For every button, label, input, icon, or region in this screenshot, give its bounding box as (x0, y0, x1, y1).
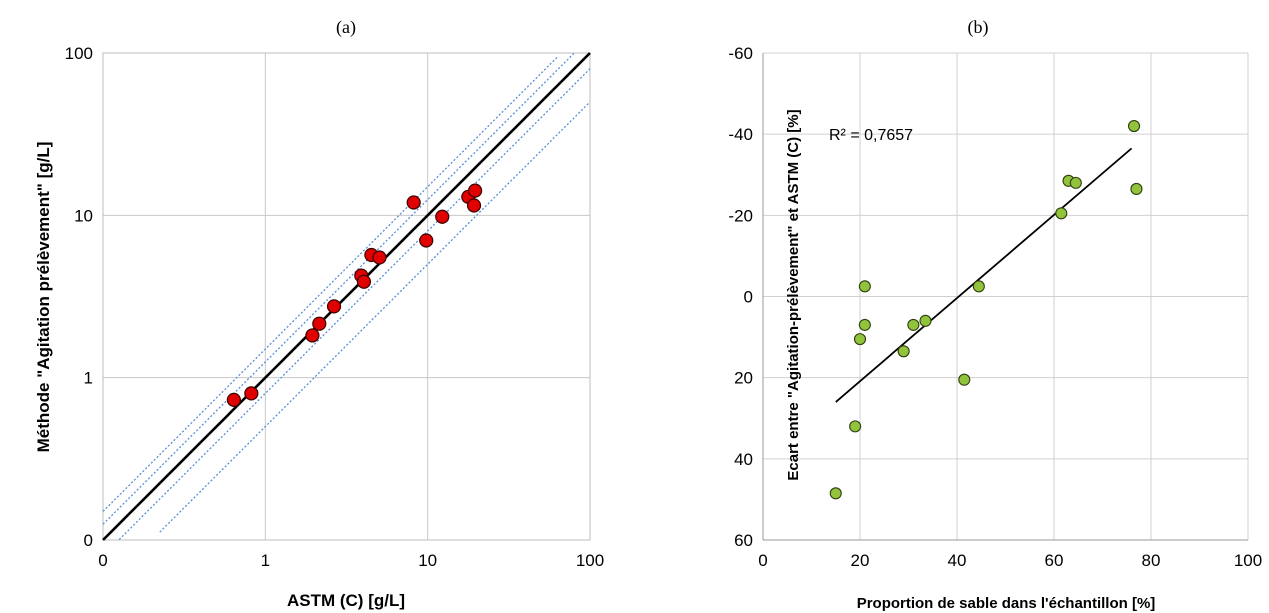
chart-a-y-tick: 1 (84, 369, 93, 388)
chart-a-point (466, 198, 482, 213)
chart-a-point (226, 392, 241, 407)
chart-b-trendline (835, 147, 1133, 403)
chart-b-point (897, 345, 910, 358)
chart-a-x-axis-title: ASTM (C) [g/L] (287, 591, 405, 610)
chart-a-point (468, 183, 483, 198)
chart-b-y-tick: 40 (734, 450, 753, 469)
chart-a-point (326, 299, 342, 314)
chart-b-y-axis-title: Ecart entre "Agitation-prélèvement" et A… (785, 109, 802, 480)
chart-b-y-tick: -60 (728, 44, 753, 63)
chart-a-point (305, 328, 320, 343)
chart-b-point (919, 314, 932, 327)
chart-b: (b) 0 20 40 60 80 100 -60 -40 -20 0 20 40 60 R² = 0,… (728, 17, 1262, 612)
chart-a-y-tick: 0 (84, 531, 93, 550)
chart-a-grid (102, 52, 591, 541)
chart-a-x-tick: 100 (576, 551, 604, 570)
chart-b-x-axis-title: Proportion de sable dans l'échantillon [… (857, 595, 1156, 612)
chart-b-x-tick: 20 (851, 551, 870, 570)
chart-b-ticks: 0 20 40 60 80 100 -60 -40 -20 0 20 40 60 (728, 44, 1262, 570)
chart-b-point (1127, 120, 1141, 133)
chart-b-x-tick: 80 (1142, 551, 1161, 570)
chart-a-point (312, 316, 327, 331)
chart-a-point (406, 195, 421, 210)
chart-b-x-tick: 40 (948, 551, 967, 570)
chart-a-plot-frame (102, 52, 591, 541)
chart-b-y-tick: 20 (734, 369, 753, 388)
chart-b-points (829, 120, 1143, 500)
chart-a-lines (102, 52, 591, 541)
chart-a-point (356, 274, 372, 289)
chart-a-x-tick: 0 (98, 551, 107, 570)
chart-a-band-line (118, 68, 591, 540)
chart-b-point (829, 487, 842, 500)
panel-b-label: (b) (968, 17, 989, 38)
chart-a-band-line (102, 56, 558, 512)
chart-b-point (849, 420, 862, 433)
chart-a-y-axis-title: Méthode "Agitation prélèvement" [g/L] (34, 142, 53, 453)
chart-a-ticks: 0 1 10 100 0 1 10 100 (65, 44, 605, 570)
chart-a-x-tick: 1 (261, 551, 270, 570)
chart-a-y-tick: 100 (65, 44, 93, 63)
panel-a-label: (a) (336, 17, 356, 38)
chart-a-x-tick: 10 (418, 551, 437, 570)
chart-a-points (226, 183, 483, 407)
chart-b-y-tick: -20 (728, 206, 753, 225)
chart-b-lines (835, 147, 1133, 403)
chart-a-identity-line (102, 52, 591, 541)
chart-b-point (1069, 176, 1082, 189)
chart-b-r-squared: R² = 0,7657 (829, 127, 913, 144)
chart-b-grid (762, 52, 1249, 541)
chart-b-point (858, 318, 871, 331)
chart-b-point (853, 333, 867, 346)
chart-a-band-line (159, 101, 591, 533)
chart-a-y-tick: 10 (74, 206, 93, 225)
chart-a-point (419, 233, 434, 248)
chart-b-point (958, 373, 971, 386)
chart-b-x-tick: 0 (758, 551, 767, 570)
chart-b-x-tick: 100 (1234, 551, 1262, 570)
chart-a: (a) 0 1 10 100 0 1 10 100 ASTM (C) [g/L] Méthod… (34, 17, 604, 610)
chart-b-point (1055, 207, 1068, 220)
chart-b-y-tick: 0 (744, 288, 753, 307)
chart-b-point (907, 318, 920, 331)
chart-b-x-tick: 60 (1045, 551, 1064, 570)
chart-a-point (372, 250, 387, 265)
chart-b-point (972, 280, 985, 293)
chart-b-y-tick: -40 (728, 125, 753, 144)
chart-a-point (435, 209, 450, 224)
chart-b-point (1130, 182, 1143, 196)
chart-b-point (858, 280, 871, 293)
chart-b-y-tick: 60 (734, 531, 753, 550)
chart-a-point (244, 386, 259, 401)
chart-a-band-line (102, 53, 575, 525)
